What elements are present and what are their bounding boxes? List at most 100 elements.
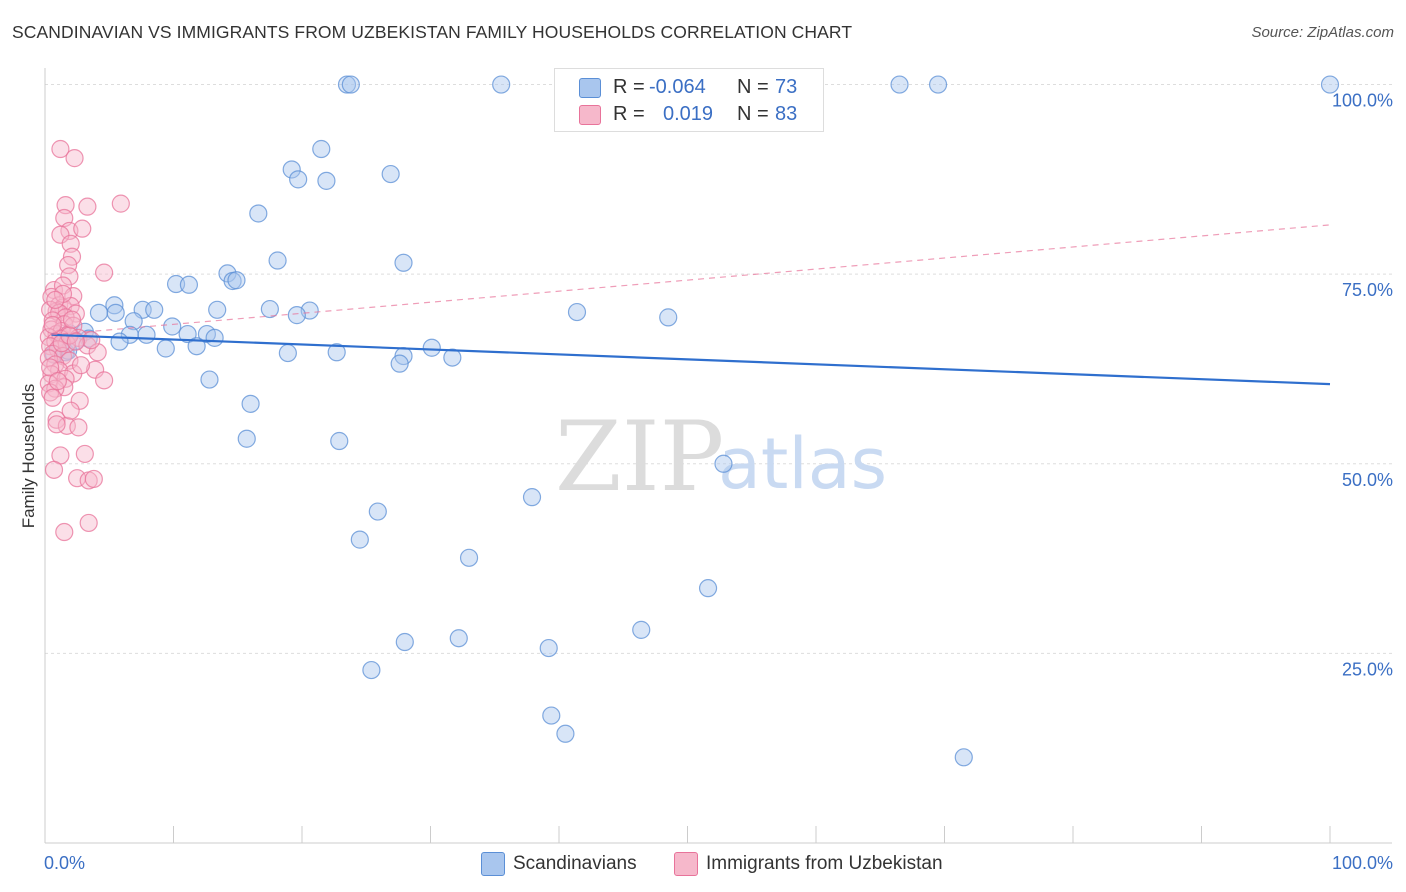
n-label: N = bbox=[737, 103, 769, 125]
y-axis-label: Family Households bbox=[19, 384, 38, 529]
uzbekistan-point bbox=[75, 444, 94, 464]
uzbekistan-point bbox=[111, 194, 130, 213]
scandinavians-point bbox=[368, 502, 387, 521]
scandinavians-point bbox=[208, 300, 227, 319]
uzbekistan-trend-line bbox=[51, 224, 1331, 336]
uzbekistan-point bbox=[62, 310, 82, 329]
scandinavians-point bbox=[539, 638, 558, 658]
n-value-scandinavians: 73 bbox=[775, 76, 798, 98]
uzbekistan-point bbox=[73, 219, 92, 238]
scandinavians-point bbox=[449, 629, 468, 648]
uzbekistan-point bbox=[51, 225, 70, 244]
uzbekistan-point bbox=[82, 331, 101, 350]
scandinavians-point bbox=[954, 748, 973, 767]
uzbekistan-point bbox=[41, 358, 60, 377]
n-label: N = bbox=[737, 76, 769, 98]
scandinavians-point bbox=[89, 303, 109, 322]
scandinavians-point bbox=[714, 454, 733, 473]
source-label: Source: ZipAtlas.com bbox=[1251, 24, 1394, 41]
scandinavians-point bbox=[556, 724, 575, 743]
scandinavians-point bbox=[241, 394, 260, 413]
uzbekistan-point bbox=[56, 196, 75, 215]
uzbekistan-point bbox=[47, 415, 66, 434]
scandinavians-point bbox=[106, 303, 125, 322]
x-tick-label: 0.0% bbox=[44, 853, 85, 873]
n-value-uzbekistan: 83 bbox=[775, 103, 798, 125]
scandinavians-point bbox=[278, 343, 297, 363]
scandinavians-swatch bbox=[579, 78, 601, 98]
scandinavians-point bbox=[137, 325, 156, 344]
scandinavians-point bbox=[289, 170, 308, 189]
r-value-uzbekistan: 0.019 bbox=[663, 103, 714, 125]
scandinavians-point bbox=[327, 343, 346, 362]
uzbekistan-point bbox=[47, 410, 66, 429]
scandinavians-point bbox=[105, 296, 124, 315]
uzbekistan-point bbox=[51, 139, 70, 159]
uzbekistan-point bbox=[55, 522, 74, 542]
scandinavians-point bbox=[422, 338, 441, 357]
y-tick-label: 75.0% bbox=[1342, 280, 1393, 300]
scandinavians-point bbox=[698, 579, 718, 598]
x-tick-label: 100.0% bbox=[1332, 853, 1393, 873]
legend-label-uzbekistan: Immigrants from Uzbekistan bbox=[706, 853, 943, 874]
axes bbox=[44, 68, 1392, 844]
uzbekistan-point bbox=[43, 388, 62, 407]
legend-swatch-uzbekistan bbox=[674, 852, 698, 876]
scandinavians-point bbox=[163, 317, 182, 336]
scandinavians-point bbox=[394, 253, 413, 272]
uzbekistan-point bbox=[78, 197, 97, 216]
y-tick-label: 25.0% bbox=[1342, 659, 1393, 679]
scandinavians-point bbox=[1320, 75, 1340, 94]
scandinavians-point bbox=[124, 312, 143, 331]
uzbekistan-points bbox=[39, 139, 130, 542]
uzbekistan-point bbox=[95, 371, 114, 390]
scandinavians-point bbox=[317, 171, 336, 190]
scandinavians-point bbox=[178, 324, 197, 344]
scandinavians-point bbox=[200, 370, 219, 389]
scandinavians-point bbox=[179, 275, 199, 294]
scandinavians-point bbox=[156, 339, 175, 358]
scandinavians-point bbox=[227, 271, 246, 290]
scandinavians-point bbox=[282, 160, 301, 179]
scandinavians-point bbox=[145, 300, 164, 319]
uzbekistan-point bbox=[61, 401, 80, 420]
legend-swatch-scandinavians bbox=[481, 852, 505, 876]
uzbekistan-point bbox=[61, 234, 80, 253]
scandinavians-point bbox=[249, 204, 268, 223]
chart-title: SCANDINAVIAN VS IMMIGRANTS FROM UZBEKIST… bbox=[12, 22, 853, 42]
uzbekistan-point bbox=[43, 315, 62, 335]
scandinavians-point bbox=[928, 75, 948, 94]
scandinavians-point bbox=[341, 75, 360, 94]
scandinavians-point bbox=[567, 302, 587, 322]
scandinavians-trend-line bbox=[51, 333, 1331, 386]
tick-labels: 25.0% 50.0% 75.0% 100.0% 0.0% 100.0% bbox=[44, 91, 1393, 873]
uzbekistan-point bbox=[48, 372, 67, 391]
y-tick-label: 50.0% bbox=[1342, 470, 1393, 490]
legend-label-scandinavians: Scandinavians bbox=[513, 853, 637, 874]
scandinavians-point bbox=[890, 75, 909, 94]
y-tick-label: 100.0% bbox=[1332, 91, 1393, 111]
scandinavians-point bbox=[522, 488, 542, 507]
watermark-atlas: atlas bbox=[718, 423, 887, 505]
scandinavians-point bbox=[362, 660, 381, 680]
uzbekistan-point bbox=[46, 290, 65, 310]
scandinavians-point bbox=[350, 530, 369, 549]
scandinavians-point bbox=[390, 354, 409, 373]
watermark-zip: ZIP bbox=[555, 401, 724, 513]
scandinavians-point bbox=[260, 299, 279, 319]
uzbekistan-point bbox=[71, 356, 91, 375]
uzbekistan-point bbox=[69, 418, 88, 437]
scandinavians-point bbox=[542, 706, 561, 725]
scandinavians-point bbox=[330, 431, 349, 451]
scandinavians-point bbox=[443, 348, 462, 367]
r-label: R = bbox=[613, 76, 645, 98]
r-label: R = bbox=[613, 103, 645, 125]
uzbekistan-point bbox=[65, 149, 84, 168]
stats-legend: R = -0.064 N = 73 R = 0.019 N = 83 bbox=[554, 68, 824, 132]
scandinavians-point bbox=[459, 548, 479, 567]
uzbekistan-point bbox=[84, 469, 103, 489]
scandinavians-point bbox=[337, 75, 357, 94]
scandinavians-point bbox=[268, 251, 287, 270]
scandinavians-point bbox=[110, 332, 129, 351]
scandinavians-point bbox=[205, 328, 224, 347]
